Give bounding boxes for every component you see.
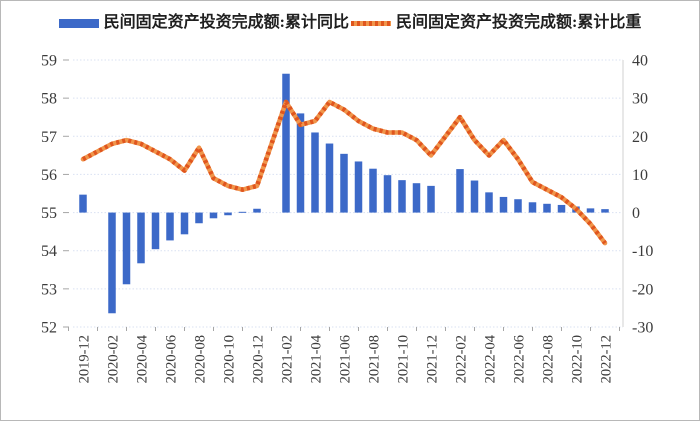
svg-text:2021-10: 2021-10 (396, 335, 412, 383)
svg-text:55: 55 (41, 205, 57, 222)
svg-text:-20: -20 (632, 281, 653, 298)
svg-text:2022-12: 2022-12 (599, 335, 615, 383)
svg-text:57: 57 (41, 129, 57, 146)
svg-text:2020-12: 2020-12 (251, 335, 267, 383)
svg-text:2021-08: 2021-08 (367, 335, 383, 383)
svg-text:58: 58 (41, 91, 57, 108)
svg-text:2022-04: 2022-04 (483, 334, 499, 383)
svg-text:2021-04: 2021-04 (309, 334, 325, 383)
svg-text:40: 40 (632, 53, 648, 70)
svg-text:56: 56 (41, 167, 57, 184)
svg-text:2020-02: 2020-02 (106, 335, 122, 383)
svg-text:2020-10: 2020-10 (222, 335, 238, 383)
svg-text:10: 10 (632, 167, 648, 184)
svg-text:59: 59 (41, 53, 57, 70)
svg-text:20: 20 (632, 129, 648, 146)
svg-text:2019-12: 2019-12 (77, 335, 93, 383)
legend-dashed-line-swatch-icon (351, 20, 391, 26)
svg-text:53: 53 (41, 281, 57, 298)
svg-text:2022-10: 2022-10 (570, 335, 586, 383)
svg-text:2021-06: 2021-06 (338, 335, 354, 383)
svg-text:-10: -10 (632, 243, 653, 260)
legend-item-yoy: 民间固定资产投资完成额:累计同比 (58, 14, 349, 31)
legend-label-share: 民间固定资产投资完成额:累计比重 (396, 14, 642, 31)
svg-text:2020-08: 2020-08 (193, 335, 209, 383)
svg-text:2022-08: 2022-08 (541, 335, 557, 383)
svg-text:2021-02: 2021-02 (280, 335, 296, 383)
svg-text:2022-06: 2022-06 (512, 335, 528, 383)
svg-text:2020-06: 2020-06 (164, 335, 180, 383)
svg-text:0: 0 (632, 205, 640, 222)
svg-text:-30: -30 (632, 320, 653, 337)
chart-legend: 民间固定资产投资完成额:累计同比 民间固定资产投资完成额:累计比重 (1, 15, 699, 31)
svg-text:52: 52 (41, 320, 57, 337)
svg-text:54: 54 (41, 243, 57, 260)
legend-item-share: 民间固定资产投资完成额:累计比重 (351, 15, 641, 31)
legend-label-yoy: 民间固定资产投资完成额:累计同比 (103, 14, 349, 31)
svg-text:2022-02: 2022-02 (454, 335, 470, 383)
legend-bar-swatch-icon (58, 18, 99, 28)
svg-text:2020-04: 2020-04 (135, 334, 151, 383)
svg-text:2021-12: 2021-12 (425, 335, 441, 383)
svg-text:30: 30 (632, 91, 648, 108)
